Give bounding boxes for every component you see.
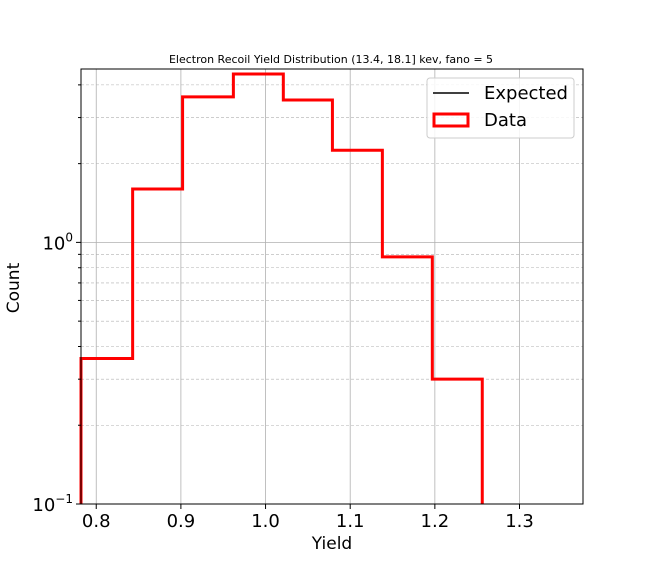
y-axis-ticks: 100 10−1: [32, 84, 81, 516]
x-axis-label: Yield: [311, 534, 352, 554]
legend-data-swatch: [432, 112, 470, 128]
x-tick-label: 1.1: [336, 511, 365, 532]
legend: Expected Data: [426, 77, 575, 139]
plot-frame: [80, 68, 584, 505]
y-tick-label: 10−1: [32, 492, 73, 516]
data-series: [79, 72, 484, 504]
legend-data-label: Data: [484, 110, 527, 131]
x-tick-label: 0.9: [167, 511, 196, 532]
chart-title: Electron Recoil Yield Distribution (13.4…: [169, 53, 493, 66]
x-tick-label: 1.3: [505, 511, 534, 532]
x-axis-ticks: 0.8 0.9 1.0 1.1 1.2 1.3: [82, 504, 534, 532]
x-tick-label: 0.8: [82, 511, 111, 532]
y-axis-label: Count: [4, 262, 24, 313]
legend-expected-label: Expected: [484, 83, 568, 104]
x-tick-label: 1.2: [421, 511, 450, 532]
y-tick-label: 100: [42, 230, 73, 254]
x-tick-label: 1.0: [251, 511, 280, 532]
data-histogram-step: [79, 72, 484, 504]
